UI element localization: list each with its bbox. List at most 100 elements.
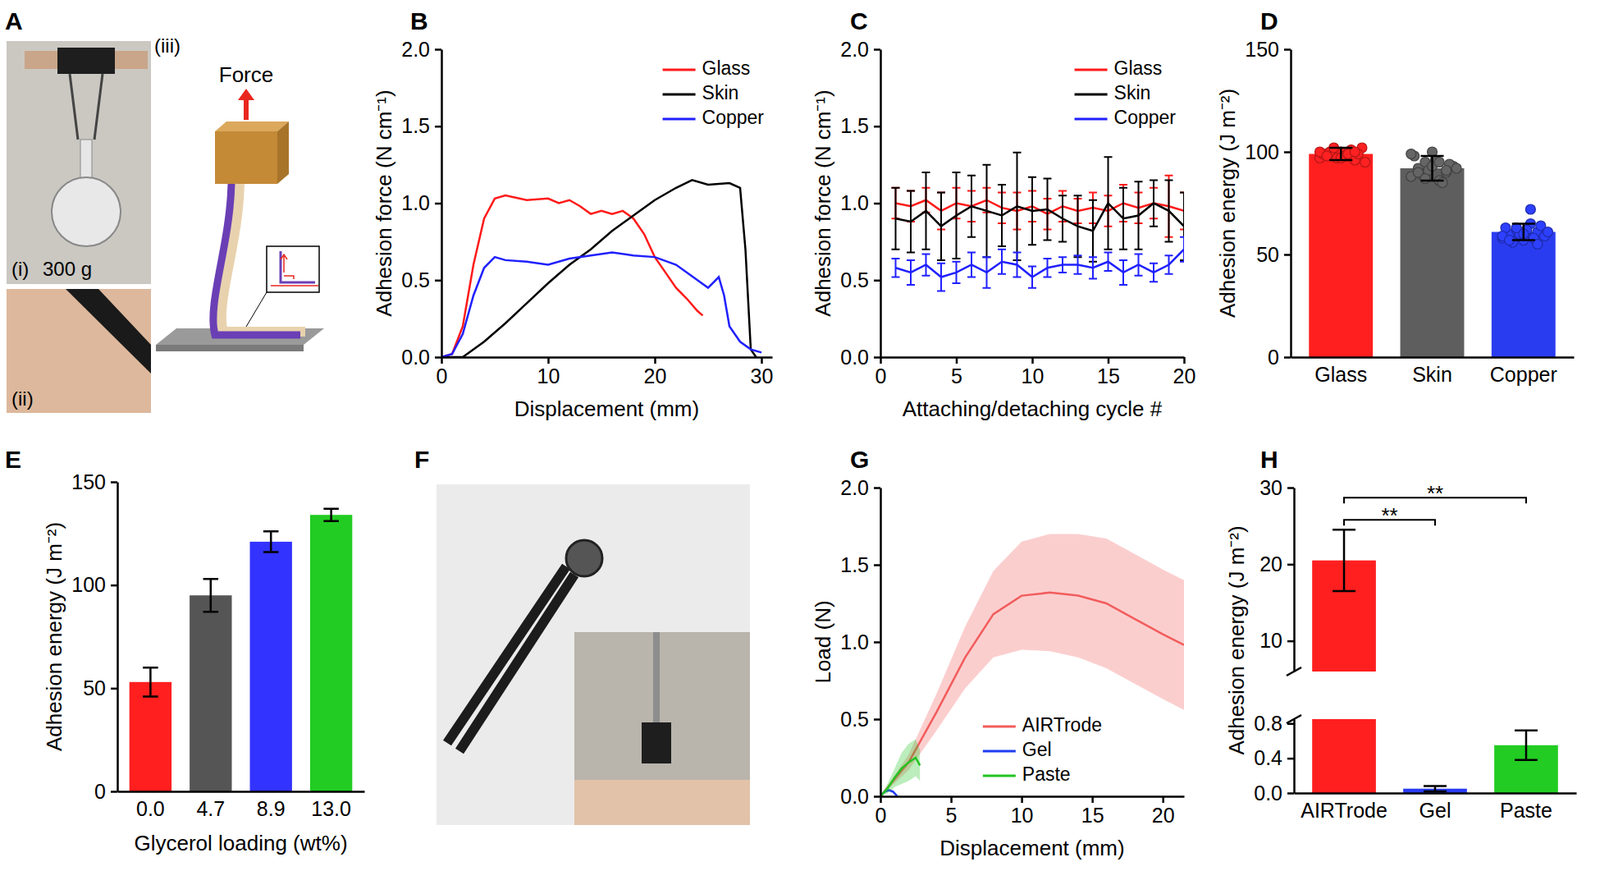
- tick-mark: [434, 125, 442, 128]
- tick: 5: [950, 356, 963, 388]
- tick: 1.0: [401, 191, 442, 215]
- error-bar: [1179, 237, 1184, 262]
- x-axis-title: Attaching/detaching cycle #: [902, 396, 1163, 421]
- error-bar: [922, 172, 931, 250]
- schematic-box: [214, 131, 278, 184]
- legend-label: Glass: [1114, 57, 1163, 79]
- tick: 50: [82, 676, 118, 700]
- bar: [189, 594, 232, 791]
- photo-detail: [653, 631, 660, 723]
- error-bar: [1043, 258, 1052, 278]
- tick: 10: [537, 356, 561, 388]
- error-bar: [1134, 253, 1143, 275]
- tick-mark: [547, 356, 550, 364]
- y-axis: 050100150: [71, 470, 118, 803]
- photo: [6, 41, 151, 284]
- error-bar: [1058, 256, 1067, 273]
- tick-label: 15: [1081, 803, 1105, 827]
- legend-swatch: [982, 774, 1016, 778]
- tick: Paste: [1499, 792, 1553, 822]
- tick-mark: [110, 687, 118, 691]
- panel-label: G: [850, 445, 869, 473]
- tick: 2.0: [840, 37, 881, 61]
- legend-item: Copper: [1074, 106, 1177, 128]
- tick-label: 13.0: [310, 796, 352, 820]
- x-axis-title: Displacement (mm): [939, 835, 1125, 860]
- tick-mark: [1284, 253, 1291, 256]
- photo-detail: [65, 288, 151, 374]
- tick-label: 0: [94, 779, 106, 803]
- photo: [6, 288, 151, 413]
- axis-break: [1286, 667, 1302, 676]
- tick-mark: [1107, 356, 1111, 364]
- error-bar: [1088, 256, 1098, 279]
- tick: 10: [1010, 795, 1034, 827]
- legend-item: Skin: [662, 82, 740, 104]
- schematic-inset-detail: [280, 251, 316, 283]
- tick: 5: [946, 795, 958, 827]
- legend-swatch: [1074, 118, 1108, 121]
- tick: 0.0: [840, 784, 881, 808]
- y-axis-title: Adhesion energy (J m⁻²): [41, 521, 67, 751]
- data-point: [1360, 157, 1371, 168]
- error-bar: [1119, 260, 1128, 285]
- tick-label: 1.0: [401, 191, 430, 215]
- tick-label: 0.5: [840, 707, 869, 731]
- tick: 4.7: [196, 790, 225, 820]
- plot-area: [129, 508, 353, 791]
- tick: AIRTrode: [1300, 792, 1388, 822]
- legend-label: Skin: [1114, 82, 1152, 104]
- plot-area: [1312, 529, 1376, 672]
- error-bar: [1332, 529, 1356, 591]
- y-axis-title: Adhesion force (N cm⁻¹): [371, 89, 397, 316]
- tick: 1.5: [840, 114, 881, 138]
- error-band: [880, 533, 1184, 796]
- series-line: [441, 252, 762, 358]
- tick-label: 1.5: [401, 114, 430, 138]
- axis-line: [118, 790, 366, 793]
- tick: 1.0: [840, 630, 881, 654]
- tick-label: 10: [537, 364, 561, 388]
- tick: 0.0: [401, 345, 442, 369]
- photo-detail: [574, 779, 750, 825]
- photo-detail: [57, 47, 115, 74]
- axis-line: [442, 356, 773, 359]
- tick-mark: [434, 279, 442, 283]
- plot-area: [441, 179, 762, 357]
- axis-line: [1294, 791, 1578, 795]
- tick: 0.5: [401, 268, 442, 292]
- tick: 10: [1259, 628, 1294, 652]
- tick-mark: [873, 279, 881, 283]
- panel: GlassSkinCopper050100150Adhesion energy …: [1215, 37, 1574, 386]
- tick: 2.0: [401, 37, 442, 61]
- error-bar: [906, 191, 915, 253]
- error-bar: [891, 258, 901, 278]
- tick-label: 1.5: [840, 114, 869, 138]
- panel: 051015200.00.51.01.52.0Attaching/detachi…: [810, 37, 1196, 422]
- tick-label: 0.0: [840, 784, 869, 808]
- data-point: [1420, 173, 1431, 184]
- bar: [1308, 154, 1373, 358]
- error-bar: [263, 530, 279, 552]
- legend-label: Skin: [702, 82, 740, 104]
- y-axis: 050100150: [1244, 37, 1291, 369]
- error-bar: [1329, 147, 1353, 160]
- tick-mark: [1287, 486, 1294, 490]
- photo-detail: [51, 177, 121, 247]
- data-point: [1451, 163, 1462, 174]
- y-axis-title: Adhesion energy (J m⁻²): [1215, 88, 1240, 318]
- tick-mark: [434, 48, 442, 51]
- bar: [1312, 718, 1376, 793]
- tick: 0.0: [1253, 781, 1294, 805]
- tick: 20: [1259, 552, 1294, 576]
- error-band: [880, 738, 920, 796]
- arrow-shaft: [243, 98, 249, 120]
- tick-mark: [110, 790, 118, 793]
- tick-label: 20: [1173, 364, 1197, 388]
- tick-label: 0: [436, 364, 448, 388]
- photo-detail: [641, 722, 672, 764]
- tick-label: 20: [1152, 803, 1175, 827]
- error-bar: [1074, 255, 1083, 275]
- tick-mark: [873, 356, 881, 359]
- tick-label: Gel: [1419, 798, 1452, 822]
